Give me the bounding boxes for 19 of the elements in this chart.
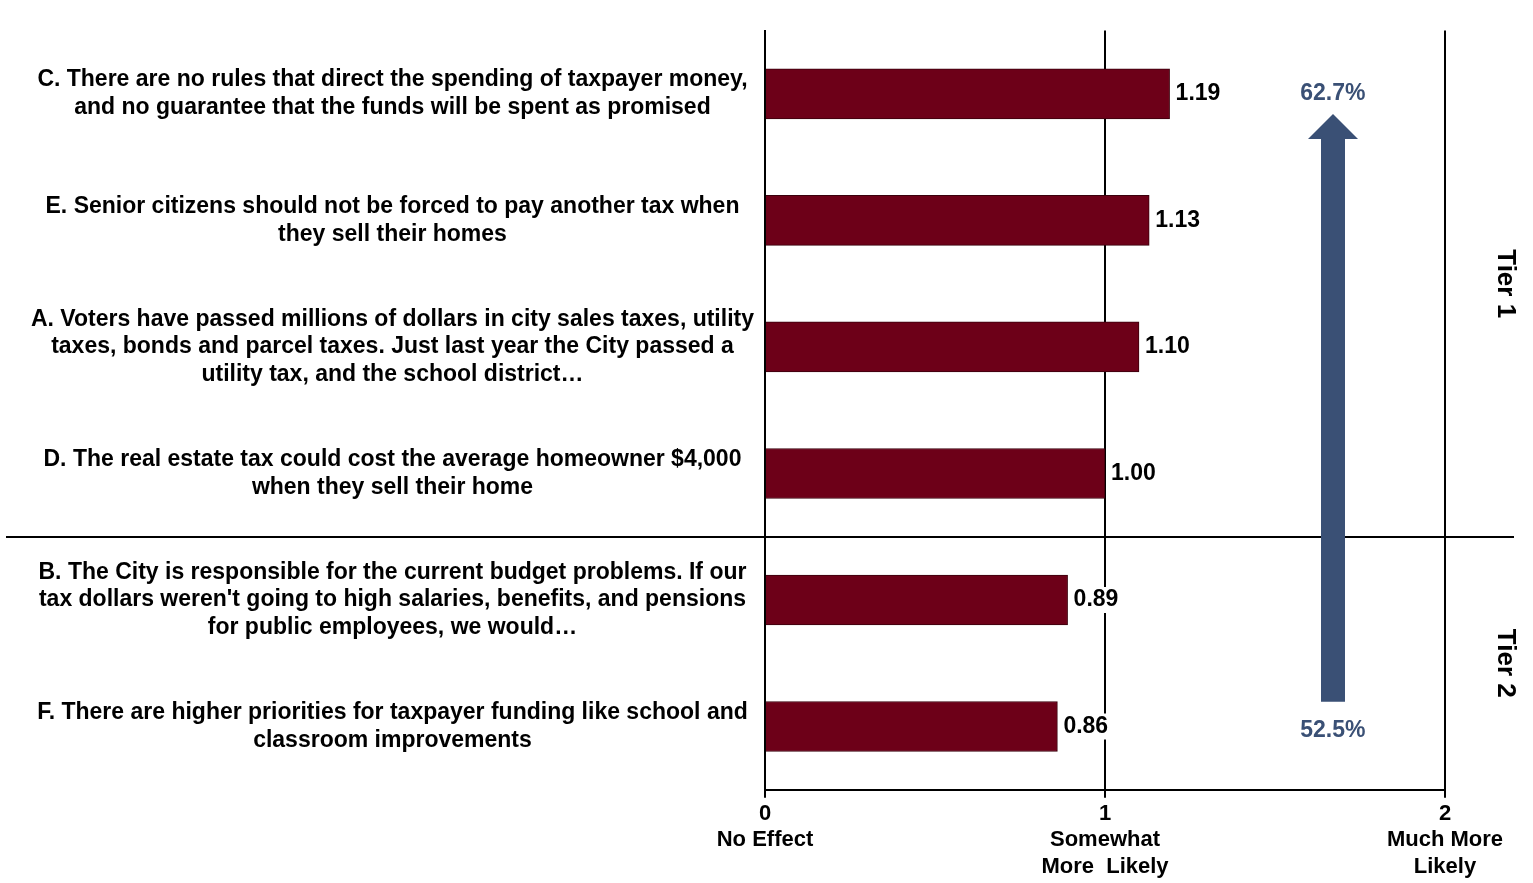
data-label: 1.19 <box>1175 79 1221 106</box>
y-tick-label: E. Senior citizens should not be forced to pay another tax when they sell their homes <box>45 191 740 246</box>
annotation: 52.5% <box>1300 715 1366 742</box>
data-label: 1.10 <box>1145 332 1190 359</box>
data-label: 0.86 <box>1063 711 1109 738</box>
y-tick-label: C. There are no rules that direct the spending of taxpayer money, and no guarantee that the funds will be spent as promised <box>37 65 748 120</box>
y-tick-label: A. Voters have passed millions of dollars in city sales taxes, utility taxes, bonds and parcel taxes. Just last year the City passed a utility tax, and the school district… <box>30 304 755 386</box>
text: Tier 2 <box>1491 628 1522 698</box>
y-tick-label: D. The real estate tax could cost the average homeowner $4,000 when they sell their home <box>43 445 742 499</box>
annotation: 62.7% <box>1300 79 1366 106</box>
x-tick-label: 2 Much More Likely <box>1386 800 1504 878</box>
data-label: 1.00 <box>1111 458 1156 485</box>
y-tick-label: F. There are higher priorities for taxpayer funding like school and classroom improvements <box>37 698 748 752</box>
data-label: 0.89 <box>1073 585 1119 612</box>
text: Tier 1 <box>1491 249 1522 319</box>
data-label: 1.13 <box>1155 205 1200 232</box>
y-tick-label: B. The City is responsible for the current budget problems. If our tax dollars weren't going to high salaries, benefits, and pensions for public employees, we would… <box>38 557 747 639</box>
x-tick-label: 1 Somewhat More Likely <box>1041 800 1170 878</box>
x-tick-label: 0 No Effect <box>716 800 814 852</box>
